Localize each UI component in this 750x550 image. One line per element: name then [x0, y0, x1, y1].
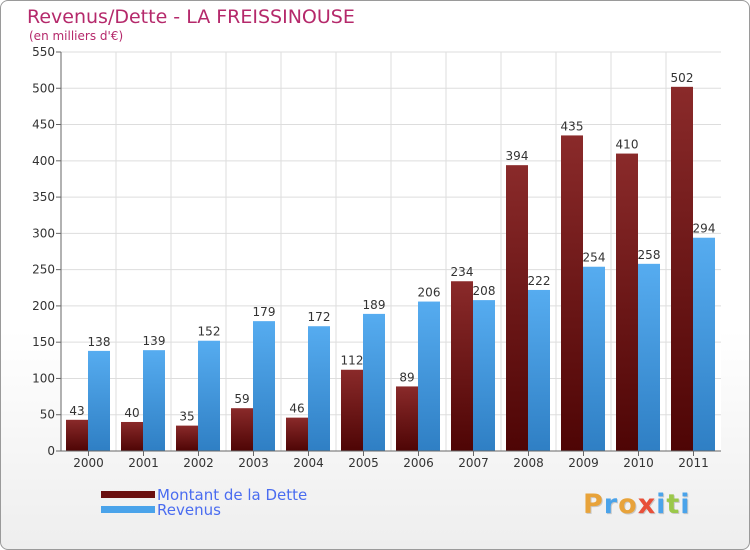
x-tick-label: 2001 — [128, 456, 159, 470]
bar-revenue — [143, 350, 165, 451]
logo-letter: i — [656, 489, 667, 520]
bar-label-revenue: 139 — [143, 334, 166, 348]
bar-revenue — [418, 301, 440, 451]
proxiti-logo: Proxiti — [583, 489, 691, 520]
y-tick-label: 200 — [32, 299, 55, 313]
x-tick-label: 2010 — [623, 456, 654, 470]
bar-revenue — [253, 321, 275, 451]
bar-label-debt: 112 — [341, 354, 364, 368]
bar-label-revenue: 138 — [88, 335, 111, 349]
x-tick-label: 2008 — [513, 456, 544, 470]
legend-label-debt: Montant de la Dette — [157, 485, 308, 504]
bar-revenue — [363, 313, 385, 451]
y-tick-label: 250 — [32, 263, 55, 277]
bar-debt — [231, 408, 253, 451]
bar-label-debt: 89 — [399, 370, 414, 384]
y-tick-label: 100 — [32, 371, 55, 385]
legend-swatch-revenue — [101, 506, 155, 513]
bar-label-debt: 502 — [671, 71, 694, 85]
bar-label-revenue: 254 — [583, 251, 606, 265]
logo-letter: x — [637, 489, 657, 520]
bar-label-revenue: 152 — [198, 325, 221, 339]
y-tick-label: 150 — [32, 335, 55, 349]
logo-letter: i — [680, 489, 691, 520]
x-tick-label: 2004 — [293, 456, 324, 470]
bar-label-revenue: 294 — [693, 222, 716, 236]
bar-debt — [561, 135, 583, 451]
bar-debt — [671, 86, 693, 452]
x-tick-label: 2009 — [568, 456, 599, 470]
bar-label-debt: 46 — [289, 402, 304, 416]
bar-label-debt: 43 — [69, 404, 84, 418]
bar-debt — [121, 421, 143, 451]
bar-revenue — [583, 266, 605, 451]
x-tick-label: 2007 — [458, 456, 489, 470]
bar-revenue — [308, 326, 330, 451]
y-tick-label: 350 — [32, 190, 55, 204]
y-tick-label: 450 — [32, 118, 55, 132]
bar-label-revenue: 222 — [528, 274, 551, 288]
logo-letter: r — [603, 489, 619, 520]
logo-letter: P — [583, 489, 604, 520]
bar-label-revenue: 208 — [473, 284, 496, 298]
bar-label-debt: 394 — [506, 149, 529, 163]
legend-swatch-debt — [101, 491, 155, 498]
bar-label-debt: 59 — [234, 392, 249, 406]
logo-letter: t — [666, 489, 681, 520]
y-tick-label: 400 — [32, 154, 55, 168]
bar-label-revenue: 258 — [638, 248, 661, 262]
bar-debt — [451, 281, 473, 451]
x-tick-label: 2002 — [183, 456, 214, 470]
x-tick-label: 2005 — [348, 456, 379, 470]
bar-label-debt: 40 — [124, 406, 139, 420]
bar-debt — [396, 386, 418, 451]
legend-label-revenue: Revenus — [157, 500, 221, 519]
bar-label-revenue: 206 — [418, 286, 441, 300]
bar-debt — [616, 153, 638, 451]
legend: Montant de la Dette Revenus — [101, 485, 308, 519]
x-tick-label: 2000 — [73, 456, 104, 470]
bar-revenue — [198, 340, 220, 451]
bar-label-debt: 410 — [616, 138, 639, 152]
legend-item-revenue: Revenus — [101, 500, 307, 519]
x-tick-label: 2006 — [403, 456, 434, 470]
bar-label-debt: 234 — [451, 265, 474, 279]
bar-revenue — [88, 350, 110, 451]
chart-title: Revenus/Dette - LA FREISSINOUSE — [27, 6, 355, 28]
bar-label-debt: 435 — [561, 119, 584, 133]
bar-label-revenue: 179 — [253, 305, 276, 319]
bar-label-debt: 35 — [179, 410, 194, 424]
y-tick-label: 50 — [40, 408, 55, 422]
legend-item-debt: Montant de la Dette — [101, 485, 308, 504]
bar-debt — [286, 417, 308, 451]
logo-letter: o — [618, 489, 638, 520]
y-tick-label: 300 — [32, 226, 55, 240]
bar-debt — [66, 419, 88, 451]
y-tick-label: 0 — [47, 444, 55, 458]
bar-revenue — [528, 289, 550, 451]
bar-revenue — [473, 300, 495, 451]
y-tick-label: 550 — [32, 45, 55, 59]
chart-subtitle: (en milliers d'€) — [29, 29, 124, 43]
bar-label-revenue: 189 — [363, 298, 386, 312]
bar-revenue — [693, 237, 715, 451]
bar-debt — [506, 165, 528, 452]
bar-debt — [341, 369, 363, 451]
bar-label-revenue: 172 — [308, 310, 331, 324]
bar-revenue — [638, 263, 660, 451]
y-tick-label: 500 — [32, 81, 55, 95]
x-tick-label: 2003 — [238, 456, 269, 470]
bar-debt — [176, 425, 198, 451]
x-tick-label: 2011 — [678, 456, 709, 470]
